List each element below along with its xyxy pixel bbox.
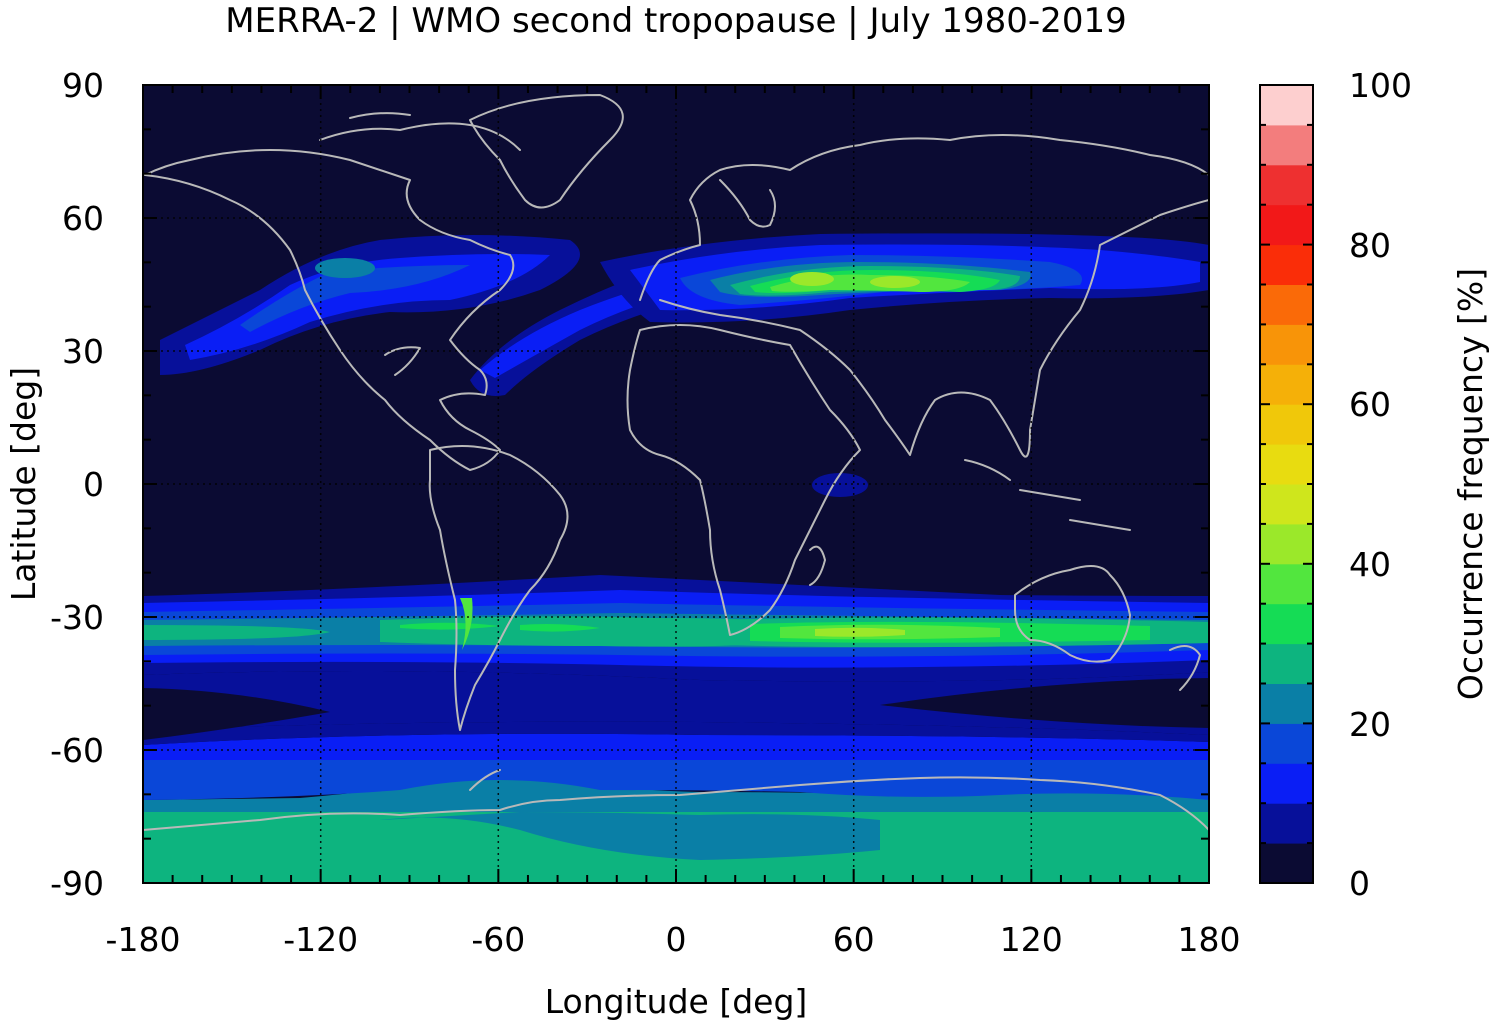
y-tick-label: 60 <box>62 199 104 238</box>
colorbar-swatch <box>1260 563 1313 605</box>
colorbar-tick-label: 80 <box>1349 226 1391 265</box>
coastlines <box>143 94 1209 831</box>
grid <box>143 85 1209 883</box>
colorbar-swatch <box>1260 284 1313 325</box>
y-axis-label: Latitude [deg] <box>4 367 43 601</box>
colorbar-swatch <box>1260 444 1313 485</box>
colorbar-ticks <box>1260 84 1313 884</box>
colorbar-swatch <box>1260 404 1313 445</box>
colorbar-swatch <box>1260 484 1313 525</box>
x-tick-label: 120 <box>1000 920 1063 959</box>
colorbar-swatch <box>1260 843 1313 884</box>
colorbar-swatch <box>1260 603 1313 645</box>
colorbar: 0 20 40 60 80 100 Occurrence frequency [… <box>1259 66 1490 903</box>
colorbar-swatch <box>1260 683 1313 724</box>
x-tick-label: -180 <box>106 920 181 959</box>
colorbar-tick-labels: 0 20 40 60 80 100 <box>1349 66 1412 903</box>
colorbar-swatch <box>1260 204 1313 246</box>
colorbar-label: Occurrence frequency [%] <box>1451 268 1490 700</box>
x-tick-labels: -180 -120 -60 0 60 120 180 <box>106 920 1241 959</box>
x-tick-label: -120 <box>283 920 358 959</box>
x-tick-label: -60 <box>471 920 525 959</box>
x-tick-label: 180 <box>1178 920 1241 959</box>
colorbar-swatch <box>1260 85 1313 126</box>
y-tick-label: 0 <box>83 465 104 504</box>
map-plot <box>143 85 1209 883</box>
x-axis-label: Longitude [deg] <box>545 982 808 1021</box>
y-tick-label: -60 <box>50 731 104 770</box>
colorbar-swatch <box>1260 803 1313 844</box>
y-tick-label: 30 <box>62 332 104 371</box>
colorbar-swatches <box>1260 85 1313 884</box>
colorbar-tick-label: 100 <box>1349 66 1412 105</box>
y-tick-label: -90 <box>50 864 104 903</box>
colorbar-swatch <box>1260 723 1313 764</box>
y-tick-labels: 90 60 30 0 -30 -60 -90 <box>50 66 104 903</box>
colorbar-tick-label: 60 <box>1349 385 1391 424</box>
colorbar-swatch <box>1260 164 1313 206</box>
map-ticks <box>142 84 1210 884</box>
y-tick-label: -30 <box>50 598 104 637</box>
colorbar-swatch <box>1260 523 1313 565</box>
colorbar-swatch <box>1260 244 1313 285</box>
colorbar-tick-label: 0 <box>1349 864 1370 903</box>
colorbar-swatch <box>1260 124 1313 166</box>
x-tick-label: 60 <box>833 920 875 959</box>
y-tick-label: 90 <box>62 66 104 105</box>
colorbar-swatch <box>1260 763 1313 804</box>
colorbar-swatch <box>1260 324 1313 365</box>
colorbar-tick-label: 20 <box>1349 705 1391 744</box>
x-tick-label: 0 <box>666 920 687 959</box>
colorbar-swatch <box>1260 643 1313 684</box>
chart-title: MERRA-2 | WMO second tropopause | July 1… <box>225 1 1126 41</box>
colorbar-tick-label: 40 <box>1349 545 1391 584</box>
colorbar-swatch <box>1260 364 1313 405</box>
